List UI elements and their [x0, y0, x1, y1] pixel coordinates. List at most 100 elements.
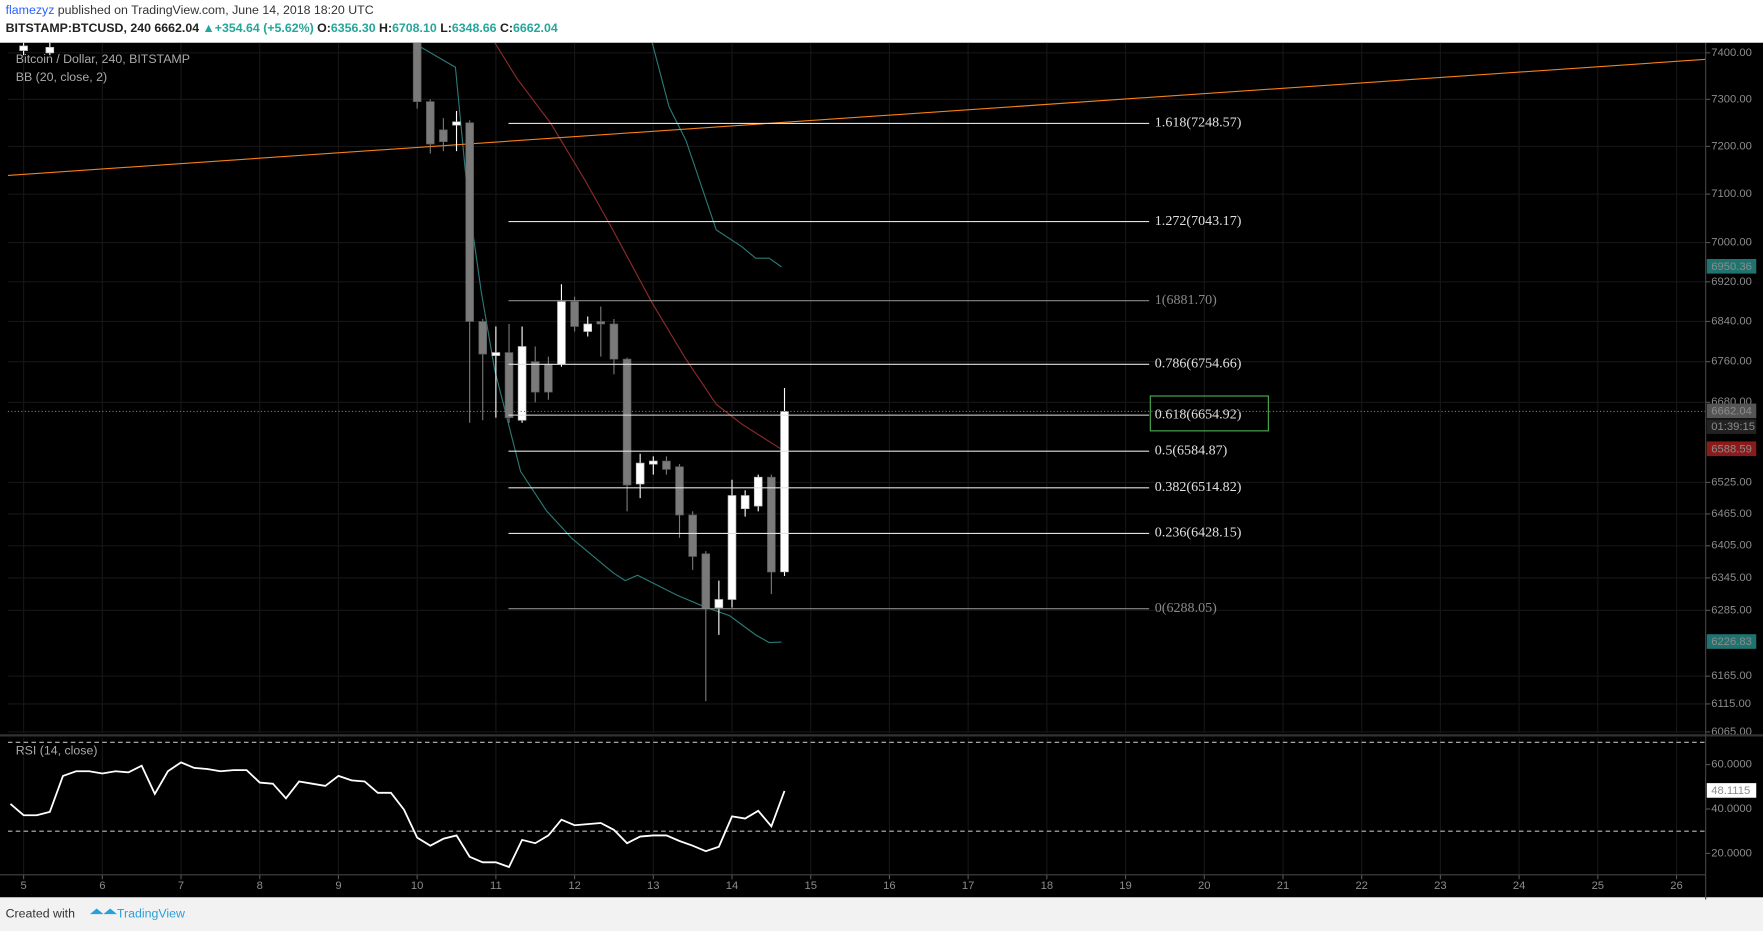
rsi-tick-label: 40.0000 — [1711, 803, 1752, 815]
candle-body — [426, 101, 435, 145]
price-badge — [1706, 634, 1757, 649]
price-pane — [7, 42, 1706, 734]
y-tick-label: 6525.00 — [1711, 476, 1752, 488]
rsi-line — [9, 761, 786, 869]
candle-body — [530, 361, 540, 393]
x-tick-label: 14 — [726, 880, 739, 892]
header-bg — [0, 0, 1763, 43]
price-badge — [1706, 441, 1757, 457]
candle-body — [491, 352, 501, 356]
candle-body — [45, 47, 55, 54]
bb-upper — [651, 42, 782, 268]
candle-body — [727, 495, 737, 600]
rsi-badge — [1706, 783, 1757, 798]
x-tick-label: 21 — [1277, 880, 1290, 892]
symbol: BITSTAMP:BTCUSD, 240 — [6, 22, 151, 36]
ohlc-value: 6708.10 — [392, 22, 437, 36]
price-badge-label: 6226.83 — [1711, 636, 1752, 648]
fib-label: 1(6881.70) — [1155, 292, 1217, 308]
candle-body — [740, 495, 750, 510]
bb-lower — [416, 44, 782, 644]
x-tick-label: 22 — [1355, 880, 1368, 892]
candle-body — [753, 476, 763, 507]
published: published on TradingView.com, June 14, 2… — [54, 4, 373, 18]
ohlc-label: H: — [379, 22, 392, 36]
footer-brand[interactable]: TradingView — [117, 906, 185, 920]
y-tick-label: 6115.00 — [1711, 698, 1751, 710]
candle-body — [675, 466, 684, 516]
publish-line: flamezyz published on TradingView.com, J… — [6, 4, 374, 18]
candle-body — [583, 323, 593, 332]
author[interactable]: flamezyz — [6, 4, 55, 18]
y-tick-label: 7400.00 — [1711, 47, 1752, 59]
x-tick-label: 12 — [568, 880, 581, 892]
candle-body — [19, 45, 28, 51]
candle-body — [622, 358, 632, 486]
price-badge-label: 6662.04 — [1711, 405, 1752, 417]
ohlc-value: 6348.66 — [452, 22, 497, 36]
candle-body — [635, 462, 645, 485]
fib-label: 0.786(6754.66) — [1155, 356, 1242, 372]
candle-body — [714, 599, 724, 608]
candle-body — [412, 42, 422, 102]
candle-body — [439, 129, 448, 142]
candle-body — [767, 476, 776, 573]
rsi-tick-label: 60.0000 — [1711, 759, 1752, 771]
fib-label: 0.382(6514.82) — [1155, 479, 1242, 495]
fib-highlight — [1149, 395, 1269, 432]
candle-body — [649, 460, 658, 465]
x-tick-label: 10 — [411, 880, 423, 892]
candle-body — [780, 411, 789, 573]
ohlc-label: O: — [317, 22, 331, 36]
fib-label: 0(6288.05) — [1155, 600, 1217, 616]
legend-symbol: Bitcoin / Dollar, 240, BITSTAMP — [16, 52, 190, 66]
y-tick-label: 6465.00 — [1711, 508, 1752, 520]
x-tick-label: 6 — [99, 880, 105, 892]
fib-label: 0.236(6428.15) — [1155, 525, 1242, 541]
candle-body — [504, 352, 514, 418]
candle-body — [609, 323, 619, 360]
candle-body — [662, 460, 671, 470]
x-tick-label: 26 — [1670, 880, 1683, 892]
y-tick-label: 6285.00 — [1711, 604, 1752, 616]
price-badge-label: 6588.59 — [1711, 443, 1752, 455]
legend-rsi: RSI (14, close) — [16, 743, 98, 757]
y-tick-label: 6165.00 — [1711, 670, 1752, 682]
candle-body — [701, 553, 711, 610]
x-tick-label: 16 — [883, 880, 896, 892]
symbol-line: BITSTAMP:BTCUSD, 240 6662.04 ▲+354.64 (+… — [6, 22, 558, 36]
x-tick-label: 15 — [804, 880, 817, 892]
x-tick-label: 23 — [1434, 880, 1447, 892]
x-tick-label: 7 — [178, 880, 184, 892]
chart-bg — [0, 42, 1763, 900]
y-tick-label: 7100.00 — [1711, 188, 1752, 200]
y-tick-label: 6920.00 — [1711, 276, 1752, 288]
candle-body — [688, 514, 697, 557]
x-tick-label: 24 — [1513, 880, 1526, 892]
trendline — [7, 58, 1706, 177]
y-tick-label: 7200.00 — [1711, 140, 1752, 152]
candle-body — [544, 363, 553, 393]
y-tick-label: 7000.00 — [1711, 237, 1752, 249]
change-arrow: ▲ — [203, 22, 215, 36]
last-price: 6662.04 — [154, 22, 199, 36]
x-tick-label: 17 — [962, 880, 975, 892]
y-tick-label: 6840.00 — [1711, 315, 1752, 327]
price-badge — [1706, 403, 1757, 419]
legend-bb: BB (20, close, 2) — [16, 70, 107, 84]
x-tick-label: 5 — [20, 880, 26, 892]
brand-logo[interactable] — [89, 908, 117, 915]
change: +354.64 (+5.62%) — [215, 22, 314, 36]
fib-label: 0.618(6654.92) — [1155, 406, 1242, 422]
x-tick-label: 13 — [647, 880, 660, 892]
y-tick-label: 7300.00 — [1711, 93, 1752, 105]
candle-body — [557, 301, 566, 365]
x-tick-label: 9 — [335, 880, 341, 892]
rsi-badge-label: 48.1115 — [1711, 785, 1750, 797]
candle-body — [596, 321, 606, 325]
candle-body — [570, 301, 579, 327]
y-tick-label: 6345.00 — [1711, 572, 1752, 584]
countdown-bg — [1706, 419, 1757, 434]
bb-basis — [494, 42, 782, 450]
